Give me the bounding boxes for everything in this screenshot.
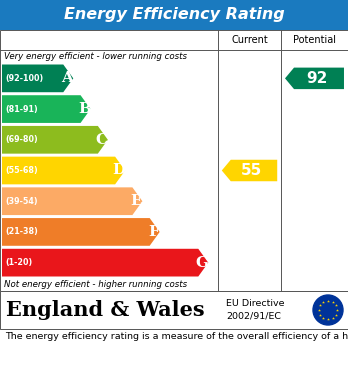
Bar — [0, 30, 348, 291]
Text: Very energy efficient - lower running costs: Very energy efficient - lower running co… — [4, 52, 187, 61]
Text: (69-80): (69-80) — [5, 135, 38, 144]
Text: 92: 92 — [306, 71, 327, 86]
Text: E: E — [130, 194, 142, 208]
Polygon shape — [2, 187, 142, 215]
Circle shape — [313, 295, 343, 325]
Polygon shape — [222, 160, 277, 181]
Text: F: F — [148, 225, 159, 239]
Polygon shape — [2, 65, 73, 92]
Text: G: G — [196, 256, 209, 270]
Text: (55-68): (55-68) — [5, 166, 38, 175]
Text: Not energy efficient - higher running costs: Not energy efficient - higher running co… — [4, 280, 187, 289]
Text: (92-100): (92-100) — [5, 74, 43, 83]
Polygon shape — [285, 68, 344, 89]
Text: 55: 55 — [241, 163, 262, 178]
Polygon shape — [2, 126, 108, 154]
Polygon shape — [2, 157, 125, 185]
Text: Potential: Potential — [293, 35, 336, 45]
Text: D: D — [112, 163, 126, 178]
Text: Energy Efficiency Rating: Energy Efficiency Rating — [64, 7, 284, 23]
Text: (39-54): (39-54) — [5, 197, 38, 206]
Bar — [0, 291, 348, 329]
Text: England & Wales: England & Wales — [6, 300, 205, 320]
Text: (81-91): (81-91) — [5, 104, 38, 113]
Text: EU Directive
2002/91/EC: EU Directive 2002/91/EC — [226, 299, 285, 321]
Bar — [0, 0, 348, 30]
Text: (21-38): (21-38) — [5, 228, 38, 237]
Text: Current: Current — [231, 35, 268, 45]
Polygon shape — [2, 218, 160, 246]
Polygon shape — [2, 95, 90, 123]
Text: The energy efficiency rating is a measure of the overall efficiency of a home. T: The energy efficiency rating is a measur… — [5, 332, 348, 341]
Text: A: A — [61, 71, 73, 85]
Polygon shape — [2, 249, 208, 276]
Text: B: B — [78, 102, 91, 116]
Text: (1-20): (1-20) — [5, 258, 32, 267]
Text: C: C — [96, 133, 108, 147]
